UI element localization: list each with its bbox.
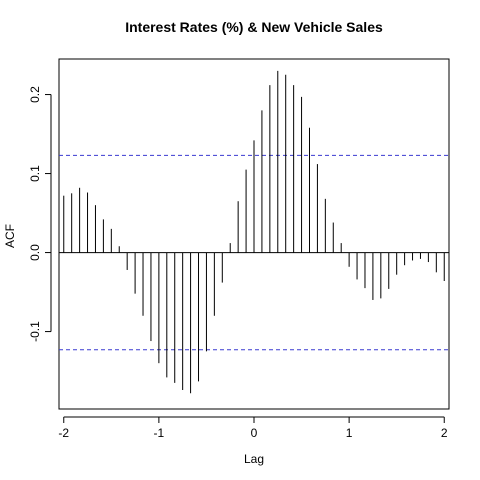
y-axis-label: ACF	[3, 224, 17, 248]
x-tick-label: -2	[58, 426, 69, 440]
y-tick-label: 0.1	[28, 165, 42, 182]
confidence-bounds	[59, 154, 449, 351]
y-tick-label: 0.2	[28, 86, 42, 103]
y-tick-label: -0.1	[28, 321, 42, 342]
x-tick-label: 1	[346, 426, 353, 440]
chart-title: Interest Rates (%) & New Vehicle Sales	[125, 19, 383, 35]
plot-frame	[58, 58, 450, 410]
x-tick-label: -1	[154, 426, 165, 440]
y-tick-label: 0.0	[28, 244, 42, 261]
x-axis: -2 -1 0 1 2	[58, 416, 448, 440]
acf-bars	[63, 70, 445, 394]
x-axis-label: Lag	[244, 452, 264, 466]
x-tick-label: 0	[251, 426, 258, 440]
x-tick-label: 2	[441, 426, 448, 440]
y-axis: -0.1 0.0 0.1 0.2	[28, 86, 52, 342]
